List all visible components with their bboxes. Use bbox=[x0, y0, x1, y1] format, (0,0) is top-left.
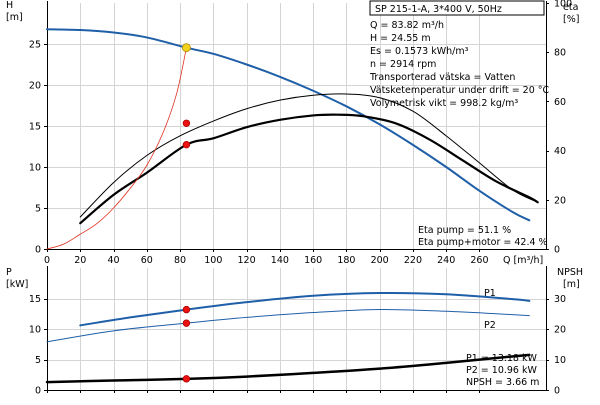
info-q: Q = 83.82 m³/h bbox=[370, 20, 444, 31]
y-right-tick-label: 100 bbox=[554, 0, 572, 10]
series-line-1-1 bbox=[46, 308, 530, 343]
series-line-1-2 bbox=[45, 353, 531, 384]
operating-point-marker bbox=[182, 43, 191, 53]
x-tick-label: 20 bbox=[74, 255, 86, 266]
operating-point-marker bbox=[182, 375, 191, 383]
x-tick-label: 240 bbox=[437, 255, 455, 266]
series-line-0-0 bbox=[46, 28, 531, 222]
series-line-0-3 bbox=[46, 47, 187, 250]
x-tick-label: 60 bbox=[141, 255, 153, 266]
x-tick-label: 200 bbox=[371, 255, 389, 266]
y-left-tick-label: 0 bbox=[35, 386, 41, 397]
y-left-tick-label: 25 bbox=[29, 40, 41, 51]
y-right-tick-label: 0 bbox=[554, 386, 560, 397]
info-eta-pump-motor: Eta pump+motor = 42.4 % bbox=[418, 237, 548, 248]
x-tick-label: 120 bbox=[238, 255, 256, 266]
y-left-tick-label: 10 bbox=[29, 163, 41, 174]
title-box bbox=[369, 0, 545, 16]
info-liquid: Transporterad vätska = Vatten bbox=[369, 72, 515, 83]
series-line-1-0 bbox=[79, 291, 531, 327]
y-left-tick-label: 5 bbox=[35, 355, 41, 366]
operating-point-marker bbox=[182, 119, 191, 127]
operating-point-marker bbox=[182, 140, 191, 149]
y-left-tick-label: 0 bbox=[35, 245, 41, 256]
series-label-p1: P1 bbox=[484, 288, 496, 299]
bottom-y-left-unit: [kW] bbox=[6, 279, 28, 290]
x-tick-label: 160 bbox=[304, 255, 322, 266]
info-density: Volymetrisk vikt = 998.2 kg/m³ bbox=[370, 98, 518, 109]
x-tick-label: 140 bbox=[271, 255, 289, 266]
y-right-tick-label: 30 bbox=[554, 294, 566, 305]
y-right-tick-label: 20 bbox=[554, 325, 566, 336]
top-y-right-unit: [%] bbox=[563, 14, 579, 25]
x-tick-label: 0 bbox=[44, 255, 50, 266]
y-left-tick-label: 15 bbox=[29, 122, 41, 133]
y-right-tick-label: 0 bbox=[554, 245, 560, 256]
bottom-y-left-label: P bbox=[6, 267, 12, 278]
bottom-y-right-unit: [m] bbox=[563, 279, 580, 290]
top-y-left-label: H bbox=[6, 0, 13, 11]
info-n: n = 2914 rpm bbox=[370, 59, 436, 70]
chart-title: SP 215-1-A, 3*400 V, 50Hz bbox=[375, 4, 502, 15]
x-tick-label: 80 bbox=[174, 255, 186, 266]
y-left-tick-label: 15 bbox=[29, 294, 41, 305]
y-right-tick-label: 10 bbox=[554, 355, 566, 366]
top-y-right-label: eta bbox=[563, 2, 578, 13]
info-p1: P1 = 13.18 kW bbox=[466, 353, 537, 364]
operating-point-marker bbox=[182, 305, 191, 314]
y-right-tick-label: 40 bbox=[554, 146, 566, 157]
x-tick-label: 260 bbox=[470, 255, 488, 266]
series-label-p2: P2 bbox=[484, 320, 496, 331]
top-x-label: Q [m³/h] bbox=[503, 255, 543, 266]
info-npsh: NPSH = 3.66 m bbox=[466, 377, 539, 388]
y-left-tick-label: 10 bbox=[29, 325, 41, 336]
y-right-tick-label: 60 bbox=[554, 97, 566, 108]
series-line-0-2 bbox=[79, 113, 539, 225]
info-eta-pump: Eta pump = 51.1 % bbox=[418, 225, 511, 236]
y-left-tick-label: 20 bbox=[29, 81, 41, 92]
y-right-tick-label: 80 bbox=[554, 48, 566, 59]
bottom-y-right-label: NPSH bbox=[557, 267, 583, 278]
top-y-left-unit: [m] bbox=[6, 12, 23, 23]
x-tick-label: 100 bbox=[204, 255, 222, 266]
x-tick-label: 220 bbox=[404, 255, 422, 266]
operating-point-marker bbox=[182, 319, 191, 327]
y-left-tick-label: 5 bbox=[35, 204, 41, 215]
info-h: H = 24.55 m bbox=[370, 33, 431, 44]
info-p2: P2 = 10.96 kW bbox=[466, 365, 537, 376]
x-tick-label: 180 bbox=[337, 255, 355, 266]
series-line-0-1 bbox=[79, 93, 539, 218]
x-tick-label: 40 bbox=[107, 255, 119, 266]
y-right-tick-label: 20 bbox=[554, 195, 566, 206]
info-temperature: Vätsketemperatur under drift = 20 °C bbox=[370, 85, 550, 96]
info-es: Es = 0.1573 kWh/m³ bbox=[370, 46, 469, 57]
